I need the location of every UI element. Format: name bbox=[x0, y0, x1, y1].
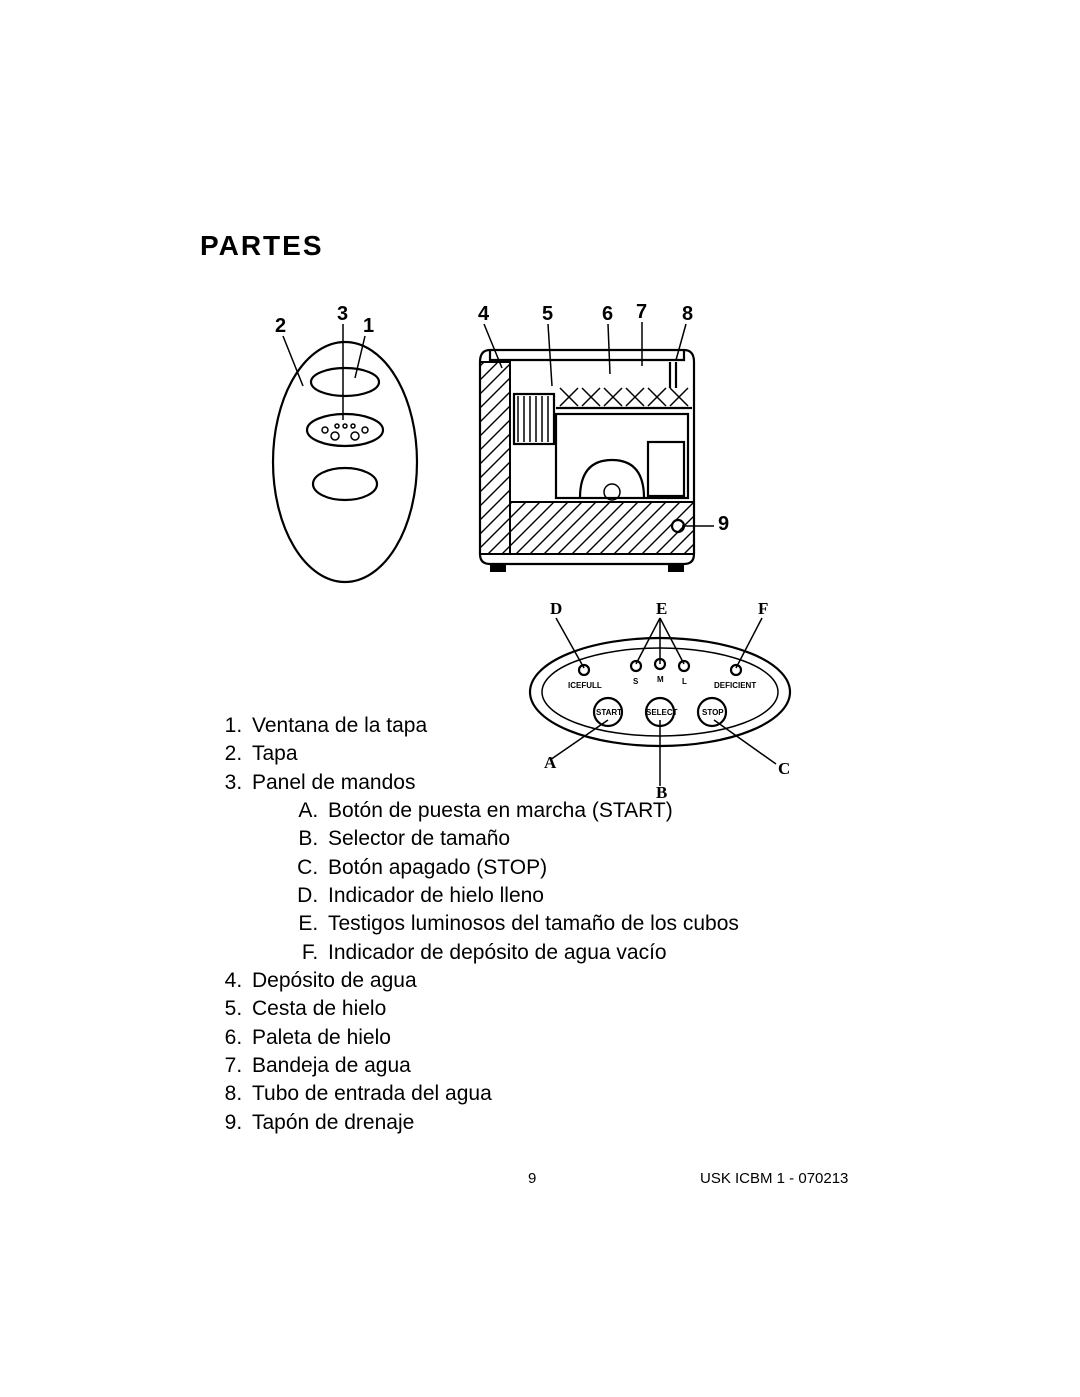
svg-text:ICEFULL: ICEFULL bbox=[568, 681, 602, 690]
subpart-item: Selector de tamaño bbox=[324, 825, 900, 853]
callout-5: 5 bbox=[542, 303, 553, 325]
front-view-diagram: 2 3 1 bbox=[255, 302, 455, 592]
panel-sublist: Botón de puesta en marcha (START) Select… bbox=[252, 797, 900, 967]
callout-9: 9 bbox=[718, 513, 729, 535]
callout-6: 6 bbox=[602, 303, 613, 325]
part-item: Bandeja de agua bbox=[248, 1052, 900, 1080]
part-item: Cesta de hielo bbox=[248, 995, 900, 1023]
subpart-item: Botón apagado (STOP) bbox=[324, 854, 900, 882]
panel-letter-D: D bbox=[550, 599, 562, 618]
callout-1: 1 bbox=[363, 315, 374, 337]
page-number: 9 bbox=[528, 1170, 536, 1187]
svg-text:STOP: STOP bbox=[702, 708, 724, 717]
svg-text:DEFICIENT: DEFICIENT bbox=[714, 681, 756, 690]
callout-7: 7 bbox=[636, 302, 647, 323]
part-item: Depósito de agua bbox=[248, 967, 900, 995]
cutaway-diagram: 4 5 6 7 8 9 bbox=[460, 302, 760, 592]
parts-figures: 2 3 1 4 5 6 7 bbox=[200, 302, 900, 602]
part-label: Cesta de hielo bbox=[252, 997, 386, 1020]
document-code: USK ICBM 1 - 070213 bbox=[700, 1170, 848, 1187]
part-item: Tapón de drenaje bbox=[248, 1109, 900, 1137]
subpart-item: Indicador de hielo lleno bbox=[324, 882, 900, 910]
panel-letter-E: E bbox=[656, 599, 667, 618]
control-panel-block: D E F A B C ICEFULL S bbox=[200, 622, 900, 822]
part-item: Tubo de entrada del agua bbox=[248, 1080, 900, 1108]
callout-3: 3 bbox=[337, 303, 348, 325]
subpart-item: Testigos luminosos del tamaño de los cub… bbox=[324, 910, 900, 938]
part-label: Tapón de drenaje bbox=[252, 1111, 414, 1134]
svg-text:START: START bbox=[596, 708, 622, 717]
callout-2: 2 bbox=[275, 315, 286, 337]
subpart-item: Indicador de depósito de agua vacío bbox=[324, 939, 900, 967]
svg-text:M: M bbox=[657, 675, 664, 684]
part-label: Depósito de agua bbox=[252, 969, 417, 992]
part-label: Paleta de hielo bbox=[252, 1026, 391, 1049]
svg-text:SELECT: SELECT bbox=[646, 708, 678, 717]
control-panel-diagram: D E F A B C ICEFULL S bbox=[490, 592, 800, 812]
panel-letter-F: F bbox=[758, 599, 768, 618]
callout-8: 8 bbox=[682, 303, 693, 325]
part-item: Paleta de hielo bbox=[248, 1024, 900, 1052]
part-label: Tubo de entrada del agua bbox=[252, 1082, 492, 1105]
callout-4: 4 bbox=[478, 303, 490, 325]
part-label: Bandeja de agua bbox=[252, 1054, 411, 1077]
section-title: PARTES bbox=[200, 230, 900, 262]
svg-text:L: L bbox=[682, 677, 687, 686]
svg-text:S: S bbox=[633, 677, 639, 686]
panel-letter-C: C bbox=[778, 759, 790, 778]
panel-letter-B: B bbox=[656, 783, 667, 802]
